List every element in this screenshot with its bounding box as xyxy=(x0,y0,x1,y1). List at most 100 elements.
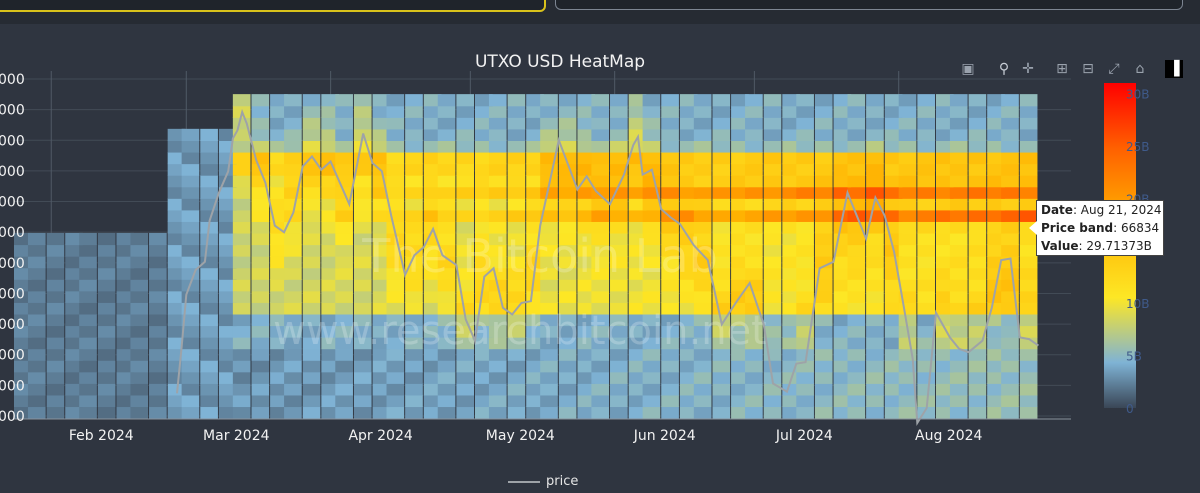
heatmap-cell xyxy=(917,256,936,269)
heatmap-cell xyxy=(917,290,936,303)
heatmap-cell xyxy=(540,186,558,199)
heatmap-cell xyxy=(1019,267,1038,280)
heatmap-cell xyxy=(218,279,237,292)
heatmap-cell xyxy=(661,198,679,211)
heatmap-cell xyxy=(558,394,577,408)
heatmap-cell xyxy=(232,267,251,280)
heatmap-cell xyxy=(712,209,731,222)
heatmap-cell xyxy=(693,117,712,130)
heatmap-cell xyxy=(386,313,405,327)
heatmap-cell xyxy=(423,290,442,303)
heatmap-cell xyxy=(591,244,610,257)
heatmap-cell xyxy=(270,360,288,373)
autoscale-icon[interactable]: ⤢ xyxy=(1108,61,1120,77)
heatmap-cell xyxy=(14,267,32,280)
heatmap-cell xyxy=(782,186,800,199)
heatmap-cell xyxy=(745,371,763,384)
heatmap-cell xyxy=(218,267,237,280)
heatmap-cell xyxy=(540,128,558,141)
heatmap-cell xyxy=(218,186,237,199)
heatmap-cell xyxy=(405,325,423,338)
heatmap-cell xyxy=(405,371,423,384)
heatmap-cell xyxy=(898,232,917,246)
heatmap-cell xyxy=(1019,290,1038,303)
heatmap-cell xyxy=(935,140,954,153)
heatmap-cell xyxy=(796,256,814,269)
heatmap-cell xyxy=(423,302,442,315)
heatmap-cell xyxy=(46,267,65,280)
heatmap-cell xyxy=(693,198,712,211)
camera-icon[interactable]: ▣ xyxy=(961,61,975,77)
heatmap-cell xyxy=(814,140,833,153)
zoom-in-icon[interactable]: ⊞ xyxy=(1056,61,1068,77)
heatmap-cell xyxy=(200,244,218,257)
heatmap-cell xyxy=(540,221,558,234)
heatmap-cell xyxy=(693,290,712,303)
heatmap-cell xyxy=(1019,232,1038,246)
tooltip-value-label: Value xyxy=(1041,239,1079,253)
heatmap-cell xyxy=(679,325,698,338)
heatmap-cell xyxy=(1001,406,1019,419)
heatmap-cell xyxy=(731,221,749,234)
heatmap-cell xyxy=(284,279,302,292)
heatmap-cell xyxy=(917,128,936,141)
heatmap-cell xyxy=(526,348,544,361)
zoom-out-icon[interactable]: ⊟ xyxy=(1082,61,1094,77)
top-input-right[interactable] xyxy=(555,0,1183,10)
heatmap-cell xyxy=(251,360,270,373)
heatmap-cell xyxy=(149,394,167,408)
heatmap-cell xyxy=(437,337,456,350)
heatmap-cell xyxy=(27,256,46,269)
heatmap-cell xyxy=(949,406,968,419)
heatmap-cell xyxy=(693,371,712,384)
heatmap-cell xyxy=(372,394,391,408)
heatmap-cell xyxy=(437,383,456,396)
heatmap-cell xyxy=(149,325,167,338)
heatmap-cell xyxy=(130,406,149,419)
reset-axes-icon[interactable]: ⌂ xyxy=(1135,61,1145,77)
heatmap-cell xyxy=(628,244,647,257)
heatmap-cell xyxy=(270,128,288,141)
heatmap-cell xyxy=(405,232,423,246)
heatmap-cell xyxy=(661,406,679,419)
heatmap-cell xyxy=(437,325,456,338)
heatmap-cell xyxy=(833,325,852,338)
heatmap-cell xyxy=(284,244,302,257)
heatmap-cell xyxy=(610,163,628,176)
heatmap-cell xyxy=(679,371,698,384)
plotly-logo-icon[interactable]: ▐ xyxy=(1165,60,1183,78)
heatmap-cell xyxy=(97,394,116,408)
pan-icon[interactable]: ✛ xyxy=(1022,61,1034,77)
heatmap-cell xyxy=(558,313,577,327)
heatmap-cell xyxy=(712,267,731,280)
heatmap-cell xyxy=(302,186,321,199)
heatmap-cell xyxy=(149,267,167,280)
heatmap-cell xyxy=(507,198,526,211)
heatmap-cell xyxy=(335,209,353,222)
heatmap-cell xyxy=(917,209,936,222)
heatmap-cell xyxy=(474,175,493,188)
heatmap-cell xyxy=(353,267,372,280)
heatmap-cell xyxy=(731,186,749,199)
heatmap-cell xyxy=(405,267,423,280)
heatmap-cell xyxy=(763,325,782,338)
heatmap-cell xyxy=(847,360,866,373)
heatmap-cell xyxy=(968,383,987,396)
heatmap-cell xyxy=(577,151,596,165)
heatmap-cell xyxy=(987,348,1005,361)
heatmap-cell xyxy=(558,383,577,396)
legend[interactable]: price xyxy=(508,474,578,490)
heatmap-cell xyxy=(423,117,442,130)
heatmap-cell xyxy=(814,209,833,222)
heatmap-cell xyxy=(423,163,442,176)
heatmap-cell xyxy=(591,140,610,153)
heatmap-cell xyxy=(474,221,493,234)
top-input-left[interactable] xyxy=(0,0,546,12)
heatmap-cell xyxy=(898,267,917,280)
heatmap-cell xyxy=(423,151,442,165)
zoom-icon[interactable]: ⚲ xyxy=(998,61,1010,77)
heatmap-cell xyxy=(116,279,135,292)
heatmap-cell xyxy=(474,186,493,199)
heatmap-cell xyxy=(847,406,866,419)
